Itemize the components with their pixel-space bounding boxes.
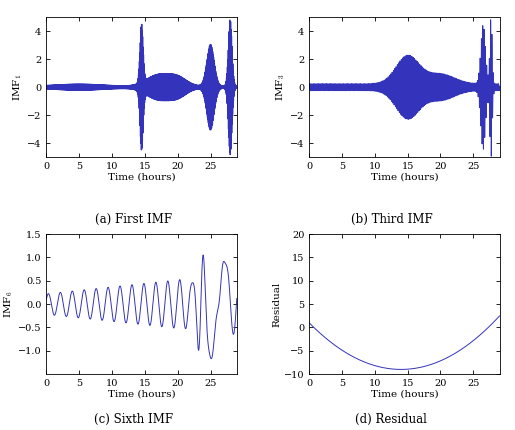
Y-axis label: Residual: Residual <box>272 282 281 327</box>
Y-axis label: IMF$_6$: IMF$_6$ <box>2 290 15 318</box>
X-axis label: Time (hours): Time (hours) <box>108 172 176 181</box>
X-axis label: Time (hours): Time (hours) <box>370 389 438 398</box>
X-axis label: Time (hours): Time (hours) <box>108 389 176 398</box>
Text: (a) First IMF: (a) First IMF <box>95 213 173 226</box>
Text: (c) Sixth IMF: (c) Sixth IMF <box>94 413 174 426</box>
Y-axis label: IMF$_1$: IMF$_1$ <box>11 74 24 101</box>
Text: (d) Residual: (d) Residual <box>355 413 427 426</box>
X-axis label: Time (hours): Time (hours) <box>370 172 438 181</box>
Y-axis label: IMF$_3$: IMF$_3$ <box>274 74 287 101</box>
Text: (b) Third IMF: (b) Third IMF <box>351 213 432 226</box>
